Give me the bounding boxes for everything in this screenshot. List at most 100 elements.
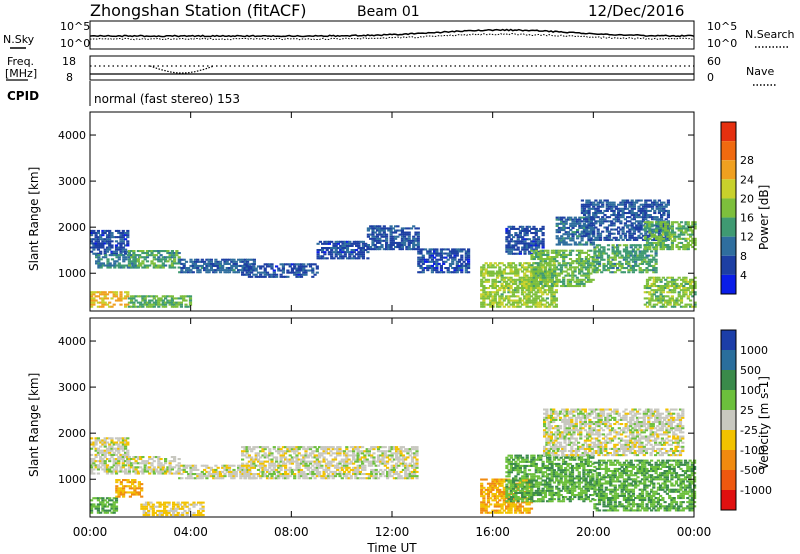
- data-cell: [247, 267, 251, 270]
- data-cell: [212, 262, 216, 265]
- data-cell: [194, 503, 198, 506]
- data-cell: [546, 274, 550, 277]
- data-cell: [534, 301, 538, 304]
- data-cell: [396, 246, 400, 249]
- data-cell: [573, 224, 577, 227]
- data-cell: [585, 203, 589, 206]
- data-cell: [655, 229, 659, 232]
- data-cell: [170, 254, 174, 257]
- data-cell: [467, 262, 471, 265]
- data-cell: [650, 235, 654, 238]
- data-cell: [338, 448, 342, 451]
- data-cell: [622, 258, 626, 261]
- data-cell: [520, 293, 525, 296]
- data-cell: [655, 221, 659, 224]
- data-cell: [342, 460, 347, 463]
- data-cell: [127, 264, 131, 267]
- data-cell: [101, 499, 105, 502]
- data-cell: [156, 514, 160, 517]
- data-cell: [603, 238, 607, 241]
- data-cell: [426, 252, 430, 255]
- data-cell: [566, 231, 571, 234]
- data-cell: [306, 263, 310, 266]
- data-cell: [539, 282, 543, 285]
- data-cell: [265, 475, 270, 478]
- data-cell: [350, 242, 354, 245]
- data-cell: [619, 209, 623, 212]
- data-cell: [103, 443, 107, 446]
- data-cell: [378, 229, 382, 232]
- data-cell: [614, 214, 618, 217]
- data-cell: [537, 274, 541, 277]
- data-cell: [331, 473, 335, 476]
- data-cell: [646, 199, 650, 202]
- data-cell: [585, 201, 589, 204]
- data-cell: [184, 305, 188, 308]
- data-cell: [451, 256, 455, 259]
- data-cell: [623, 218, 627, 221]
- data-cell: [293, 267, 297, 270]
- data-cell: [103, 468, 107, 471]
- data-cell: [407, 246, 411, 249]
- data-cell: [322, 473, 326, 476]
- data-cell: [103, 295, 107, 298]
- data-cell: [464, 258, 468, 261]
- data-cell: [555, 222, 559, 225]
- data-cell: [99, 291, 103, 294]
- data-cell: [644, 218, 648, 221]
- data-cell: [534, 285, 539, 288]
- data-cell: [265, 263, 270, 266]
- data-cell: [480, 297, 484, 300]
- data-cell: [637, 209, 641, 212]
- data-cell: [661, 287, 665, 290]
- data-cell: [209, 262, 213, 265]
- data-cell: [157, 258, 161, 261]
- data-cell: [223, 475, 227, 478]
- data-cell: [336, 450, 340, 453]
- data-cell: [243, 464, 247, 467]
- data-cell: [159, 468, 163, 471]
- data-cell: [652, 282, 656, 285]
- data-cell: [371, 233, 375, 236]
- data-cell: [247, 468, 251, 471]
- data-cell: [593, 248, 597, 251]
- data-cell: [686, 280, 690, 283]
- data-cell: [619, 222, 623, 225]
- data-cell: [670, 221, 674, 224]
- data-cell: [532, 276, 536, 279]
- data-cell: [311, 275, 315, 278]
- data-cell: [188, 295, 193, 298]
- data-cell: [500, 282, 504, 285]
- data-cell: [489, 285, 493, 288]
- data-cell: [583, 224, 587, 227]
- data-cell: [181, 514, 185, 517]
- data-cell: [523, 234, 527, 237]
- data-cell: [275, 477, 279, 480]
- data-cell: [90, 229, 94, 232]
- data-cell: [150, 303, 154, 306]
- data-cell: [179, 295, 183, 298]
- data-cell: [630, 226, 634, 229]
- data-cell: [612, 232, 616, 235]
- data-cell: [108, 509, 112, 512]
- data-cell: [108, 264, 112, 267]
- data-cell: [225, 464, 229, 467]
- data-cell: [92, 458, 96, 461]
- data-cell: [112, 291, 116, 294]
- data-cell: [518, 229, 522, 232]
- data-cell: [638, 254, 642, 257]
- data-cell: [198, 269, 202, 272]
- data-cell: [582, 226, 586, 229]
- data-cell: [114, 295, 119, 298]
- data-cell: [555, 268, 559, 271]
- data-cell: [641, 218, 646, 221]
- data-cell: [90, 242, 94, 245]
- data-cell: [509, 250, 513, 253]
- data-cell: [489, 299, 493, 302]
- data-cell: [610, 207, 614, 210]
- data-cell: [114, 470, 119, 473]
- data-cell: [387, 227, 391, 230]
- data-cell: [101, 299, 105, 302]
- data-cell: [631, 264, 635, 267]
- data-cell: [552, 301, 556, 304]
